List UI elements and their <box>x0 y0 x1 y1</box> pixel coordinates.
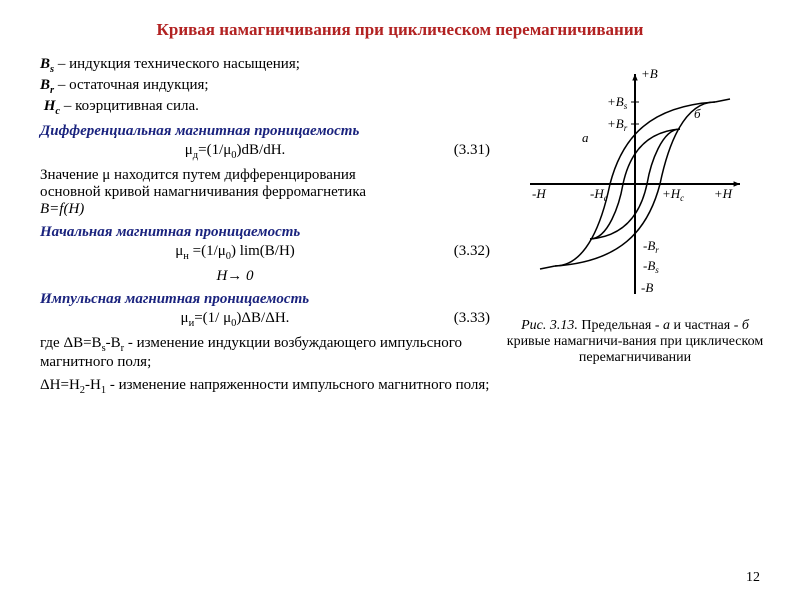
page-title: Кривая намагничивания при циклическом пе… <box>40 20 760 40</box>
text-column: Bs – индукция технического насыщения; Br… <box>40 54 490 402</box>
hysteresis-diagram: +B +Bs +Br +H +Hc -H -Hc -Br -Bs -B а б <box>505 54 765 314</box>
figure-column: +B +Bs +Br +H +Hc -H -Hc -Br -Bs -B а б Рис. 3.13. … <box>500 54 770 402</box>
eqnum-3-33: (3.33) <box>430 310 490 329</box>
svg-text:+H: +H <box>714 186 733 201</box>
eq-limit: H→ 0 <box>40 268 490 285</box>
content-row: Bs – индукция технического насыщения; Br… <box>40 54 760 402</box>
svg-text:-Hc: -Hc <box>590 186 608 203</box>
def-bs: Bs – индукция технического насыщения; <box>40 56 490 75</box>
sym-bs: Bs <box>40 56 54 72</box>
svg-text:-H: -H <box>532 186 546 201</box>
heading-initial: Начальная магнитная проницаемость <box>40 224 490 241</box>
eq-3-32: μн =(1/μ0) lim(B/H) (3.32) <box>40 243 490 262</box>
svg-text:б: б <box>694 106 701 121</box>
page-number: 12 <box>746 570 760 586</box>
eq-3-31: μд=(1/μ0)dB/dH. (3.31) <box>40 142 490 161</box>
impulse-where2: ΔH=H2-H1 - изменение напряженности импул… <box>40 377 490 396</box>
svg-text:а: а <box>582 130 589 145</box>
heading-diff: Дифференциальная магнитная проницаемость <box>40 123 490 140</box>
def-br: Br – остаточная индукция; <box>40 77 490 96</box>
svg-text:+Br: +Br <box>607 116 628 133</box>
svg-text:+Hc: +Hc <box>662 186 684 203</box>
eqnum-3-32: (3.32) <box>430 243 490 262</box>
eqnum-3-31: (3.31) <box>430 142 490 161</box>
diff-para: Значение μ находится путем дифференциров… <box>40 167 490 218</box>
impulse-where1: где ΔB=Bs-Br - изменение индукции возбуж… <box>40 335 490 371</box>
svg-text:+Bs: +Bs <box>607 94 628 111</box>
figure-caption: Рис. 3.13. Предельная - а и частная - б … <box>500 318 770 366</box>
svg-text:-B: -B <box>641 280 653 295</box>
sym-br: Br <box>40 77 54 93</box>
svg-text:-Br: -Br <box>643 238 659 255</box>
svg-text:+B: +B <box>641 66 658 81</box>
sym-hc: Hc <box>44 98 60 114</box>
def-hc: Hc – коэрцитивная сила. <box>40 98 490 117</box>
heading-impulse: Импульсная магнитная проницаемость <box>40 291 490 308</box>
svg-text:-Bs: -Bs <box>643 258 659 275</box>
eq-3-33: μи=(1/ μ0)ΔB/ΔH. (3.33) <box>40 310 490 329</box>
